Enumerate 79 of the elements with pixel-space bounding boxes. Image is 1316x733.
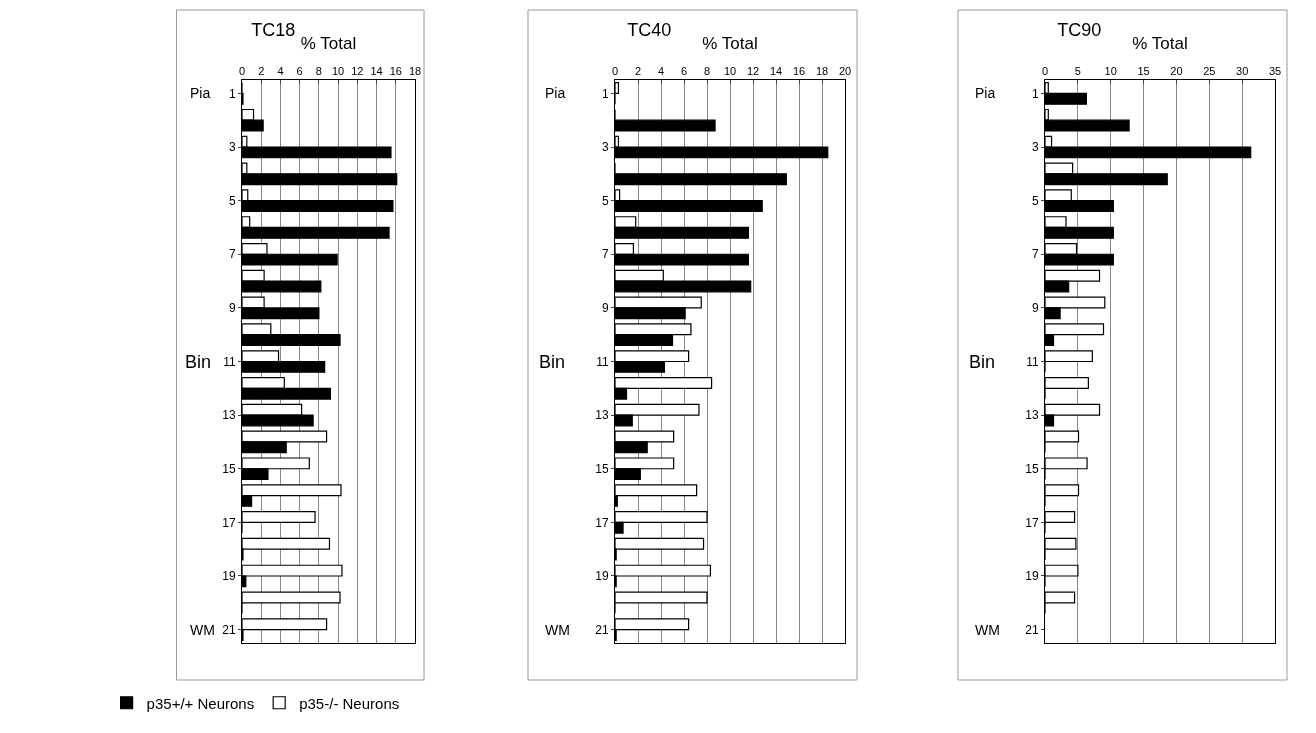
y-tick-label: 9 (228, 301, 236, 316)
y-tick-label: 7 (1031, 247, 1039, 262)
x-tick-label: 5 (1074, 64, 1081, 77)
y-tick-label: 3 (1031, 140, 1039, 155)
text: WM (190, 622, 215, 638)
x-tick-label: 12 (351, 64, 364, 77)
y-tick-label: 3 (228, 140, 236, 155)
x-tick-label: 10 (723, 64, 737, 77)
y-tick-label: 11 (1026, 354, 1039, 369)
y-tick-label: 19 (595, 569, 609, 584)
y-tick-label: 9 (1031, 301, 1039, 316)
x-tick-label: 18 (408, 64, 422, 77)
chart-title: TC40 (627, 20, 672, 41)
x-tick-label: 30 (1236, 64, 1249, 77)
y-tick-label: 1 (1031, 86, 1039, 101)
y-tick-label: 17 (1025, 515, 1039, 530)
x-tick-label: 4 (277, 64, 284, 77)
x-tick-label: 10 (1104, 64, 1117, 77)
chart-title: TC18 (251, 20, 296, 41)
y-tick-label: 1 (228, 86, 236, 101)
x-tick-label: 14 (370, 64, 383, 77)
x-tick-label: 0 (238, 64, 246, 77)
y-tick-label: 5 (1031, 193, 1039, 208)
text: Pia (545, 85, 566, 101)
y-tick-label: 13 (222, 408, 236, 423)
x-axis-title: % Total (300, 34, 357, 54)
x-tick-label: 20 (838, 64, 852, 77)
x-tick-label: 2 (634, 64, 642, 77)
legend-label: p35+/+ Neurons (146, 694, 255, 712)
x-tick-label: 8 (315, 64, 322, 77)
y-tick-label: 17 (222, 515, 236, 530)
x-tick-label: 18 (815, 64, 829, 77)
y-tick-label: 19 (222, 569, 236, 584)
y-axis-title: Bin (185, 352, 212, 372)
x-tick-label: 25 (1203, 64, 1216, 77)
y-axis-title: Bin (539, 352, 566, 372)
text: WM (545, 622, 570, 638)
y-tick-label: 3 (601, 140, 609, 155)
x-tick-label: 35 (1268, 64, 1282, 77)
y-tick-label: 13 (595, 408, 609, 423)
y-tick-label: 5 (601, 193, 609, 208)
text: Pia (190, 85, 211, 101)
x-tick-label: 14 (769, 64, 783, 77)
legend-label: p35-/- Neurons (299, 694, 400, 712)
y-tick-label: 21 (595, 622, 609, 637)
x-tick-label: 10 (331, 64, 345, 77)
x-tick-label: 8 (703, 64, 711, 77)
y-tick-label: 7 (228, 247, 236, 262)
x-tick-label: 6 (296, 64, 303, 77)
chart-title: TC90 (1057, 20, 1102, 41)
x-tick-label: 0 (1041, 64, 1049, 77)
x-tick-label: 16 (389, 64, 402, 77)
y-tick-label: 21 (1025, 622, 1039, 637)
y-tick-label: 21 (222, 622, 236, 637)
y-tick-label: 17 (595, 515, 609, 530)
y-tick-label: 15 (1025, 461, 1039, 476)
x-tick-label: 6 (680, 64, 688, 77)
x-tick-label: 15 (1137, 64, 1150, 77)
y-tick-label: 1 (601, 86, 609, 101)
y-tick-label: 9 (601, 301, 609, 316)
x-axis-title: % Total (1132, 34, 1188, 54)
y-tick-label: 19 (1025, 569, 1039, 584)
x-axis-title: % Total (702, 34, 758, 54)
x-tick-label: 16 (792, 64, 806, 77)
y-tick-label: 11 (596, 354, 609, 369)
x-tick-label: 12 (746, 64, 760, 77)
text: WM (975, 622, 1000, 638)
y-tick-label: 11 (223, 354, 236, 369)
x-tick-label: 20 (1170, 64, 1183, 77)
y-tick-label: 15 (595, 461, 609, 476)
y-tick-label: 7 (601, 247, 609, 262)
y-axis-title: Bin (969, 352, 996, 372)
x-tick-label: 2 (258, 64, 265, 77)
x-tick-label: 4 (657, 64, 665, 77)
y-tick-label: 5 (228, 193, 236, 208)
x-tick-label: 0 (611, 64, 619, 77)
y-tick-label: 15 (222, 461, 236, 476)
text: Pia (975, 85, 996, 101)
y-tick-label: 13 (1025, 408, 1039, 423)
